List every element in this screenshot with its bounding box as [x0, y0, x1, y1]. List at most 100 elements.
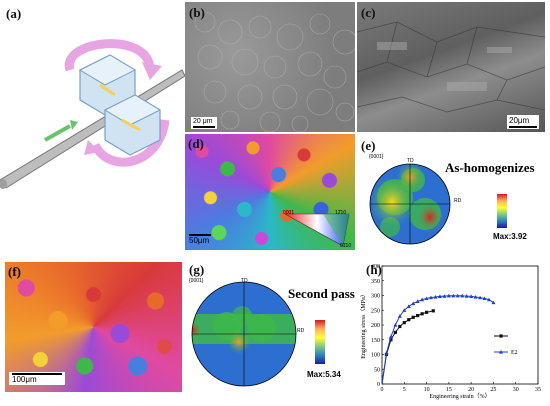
- data-point: [491, 300, 496, 305]
- ipf-label-0001: 0001: [283, 210, 295, 216]
- data-point: [411, 315, 415, 319]
- x-tick-label: 20: [468, 387, 474, 393]
- data-point: [446, 293, 451, 298]
- extrusion-schematic: [0, 39, 185, 189]
- data-point: [455, 293, 460, 298]
- ipf-triangle: [284, 213, 350, 247]
- x-tick-label: 5: [403, 387, 406, 393]
- data-point: [433, 294, 438, 299]
- y-tick-label: 50: [374, 367, 380, 373]
- scale-bar-d: 50μm: [189, 234, 211, 245]
- scale-bar-c-text: 20μm: [509, 116, 530, 125]
- data-point: [424, 310, 429, 314]
- panel-d-label: (d): [188, 136, 204, 151]
- y-tick-label: 150: [371, 338, 380, 344]
- data-point: [420, 297, 425, 302]
- y-tick-label: 0: [377, 382, 380, 388]
- pole-e: {0001}: [369, 154, 384, 160]
- ipf-label-0110: 01̄10: [340, 243, 352, 249]
- title-g: Second pass: [288, 286, 355, 301]
- sem-image-c: [357, 21, 545, 113]
- panel-d: (d) 0001 12̄10 01̄10 50μm: [185, 134, 355, 250]
- data-point: [460, 293, 465, 298]
- data-point: [486, 297, 491, 302]
- y-tick-label: 200: [371, 323, 380, 329]
- rd-g: RD: [297, 328, 305, 334]
- data-point: [398, 324, 402, 329]
- y-axis-label: Engineering stress（MPa）: [360, 291, 367, 359]
- pole-figure-g: [191, 281, 297, 387]
- data-point: [469, 294, 474, 298]
- panel-a: (a): [0, 0, 185, 205]
- scale-bar-b-text: 20 μm: [193, 118, 213, 125]
- x-tick-label: 0: [381, 387, 384, 393]
- y-tick-label: 350: [371, 279, 380, 285]
- x-tick-label: 15: [446, 387, 452, 393]
- scale-bar-d-text: 50μm: [189, 236, 210, 245]
- data-point: [416, 313, 420, 318]
- x-tick-label: 10: [424, 387, 430, 393]
- data-point: [402, 308, 407, 312]
- data-point: [411, 301, 416, 306]
- legend-marker: [499, 334, 503, 338]
- panel-f: (f) 100μm: [5, 262, 182, 392]
- rd-e: RD: [454, 198, 462, 204]
- data-point: [464, 294, 469, 298]
- pole-g: {0001}: [189, 278, 204, 284]
- rotation-arrow-top: [64, 39, 155, 72]
- scale-bar-c: 20μm: [507, 115, 539, 129]
- data-point: [429, 295, 434, 300]
- panel-f-label: (f): [8, 264, 21, 279]
- x-tick-label: 35: [535, 387, 541, 393]
- data-point: [406, 304, 411, 309]
- series-line: [381, 295, 494, 385]
- data-point: [424, 296, 429, 301]
- ipf-label-1210: 12̄10: [335, 210, 347, 216]
- data-point: [482, 296, 487, 301]
- y-tick-label: 100: [371, 353, 380, 359]
- data-point: [407, 318, 411, 322]
- legend-marker: [499, 350, 503, 354]
- panel-h: (h) 0 5 10 15 20 25 30 35 0 50 100 150 200 250 300 350 4…: [360, 258, 548, 404]
- data-point: [431, 309, 435, 313]
- panel-c: (c) 20μm: [357, 2, 545, 132]
- data-point: [397, 314, 402, 318]
- panel-c-label: (c): [361, 5, 376, 20]
- colorbar-e: [497, 194, 507, 228]
- legend-label: E2: [511, 350, 518, 356]
- panel-b: (b) 20 μm: [185, 2, 355, 132]
- data-point: [420, 312, 424, 316]
- td-e: TD: [407, 158, 414, 164]
- panel-e: (e) {0001} TD RD As-homogenizes Max:3.92: [357, 134, 550, 254]
- y-tick-label: 400: [371, 264, 380, 270]
- stress-strain-chart: 0 5 10 15 20 25 30 35050100150200250300350400En…: [360, 264, 541, 400]
- data-point: [389, 338, 393, 342]
- y-tick-label: 300: [371, 294, 380, 300]
- pole-figure-e: [369, 163, 451, 245]
- panel-h-label: (h): [366, 262, 382, 277]
- series-line: [381, 310, 434, 385]
- data-point: [415, 299, 420, 303]
- rotation-arrow-bottom: [90, 119, 170, 167]
- title-e: As-homogenizes: [445, 160, 535, 175]
- data-point: [393, 323, 398, 327]
- scale-bar-f-text: 100μm: [12, 375, 37, 384]
- y-tick-label: 250: [371, 308, 380, 314]
- x-tick-label: 30: [513, 387, 519, 393]
- colorbar-g: [315, 320, 325, 364]
- max-e: Max:3.92: [493, 232, 527, 241]
- data-point: [442, 294, 447, 298]
- data-point: [402, 321, 406, 325]
- data-point: [478, 295, 483, 300]
- scale-bar-f: 100μm: [9, 372, 65, 385]
- panel-e-label: (e): [361, 138, 376, 153]
- panel-b-label: (b): [189, 5, 205, 20]
- data-point: [393, 330, 397, 334]
- x-tick-label: 25: [490, 387, 496, 393]
- data-point: [473, 294, 478, 299]
- panel-g: (g) {0001} TD RD Second pass Max:5.34: [185, 258, 360, 398]
- td-g: TD: [241, 278, 248, 284]
- sem-image-b: [194, 11, 355, 132]
- data-point: [451, 293, 456, 298]
- x-axis-label: Engineering strain（%）: [429, 393, 490, 400]
